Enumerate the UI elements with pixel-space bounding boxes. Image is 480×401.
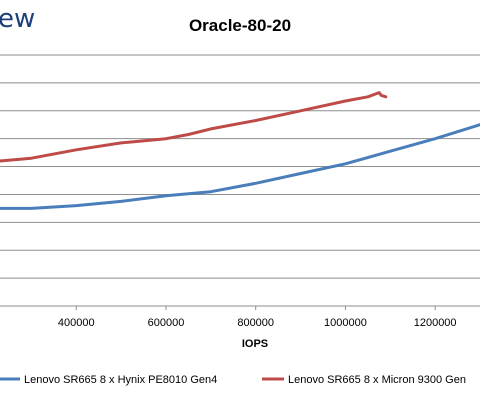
legend-label-1: Lenovo SR665 8 x Hynix PE8010 Gen4 <box>24 374 217 386</box>
series-line-2 <box>0 91 388 163</box>
x-axis-ticks: 400000 600000 800000 1000000 1200000 <box>58 306 457 329</box>
chart-title: Oracle-80-20 <box>189 16 291 35</box>
x-tick-label: 1000000 <box>324 317 367 329</box>
chart-gridlines <box>0 54 480 279</box>
x-tick-label: 600000 <box>148 317 185 329</box>
chart-legend: Lenovo SR665 8 x Hynix PE8010 Gen4 Lenovo… <box>0 374 466 386</box>
chart-series-lines <box>0 91 480 210</box>
x-tick-label: 800000 <box>237 317 274 329</box>
x-axis-label: IOPS <box>242 338 268 350</box>
series-line-1 <box>0 123 480 210</box>
brand-logo-text: ew <box>0 4 36 34</box>
legend-label-2: Lenovo SR665 8 x Micron 9300 Gen <box>288 374 466 386</box>
x-tick-label: 400000 <box>58 317 95 329</box>
x-tick-label: 1200000 <box>414 317 457 329</box>
